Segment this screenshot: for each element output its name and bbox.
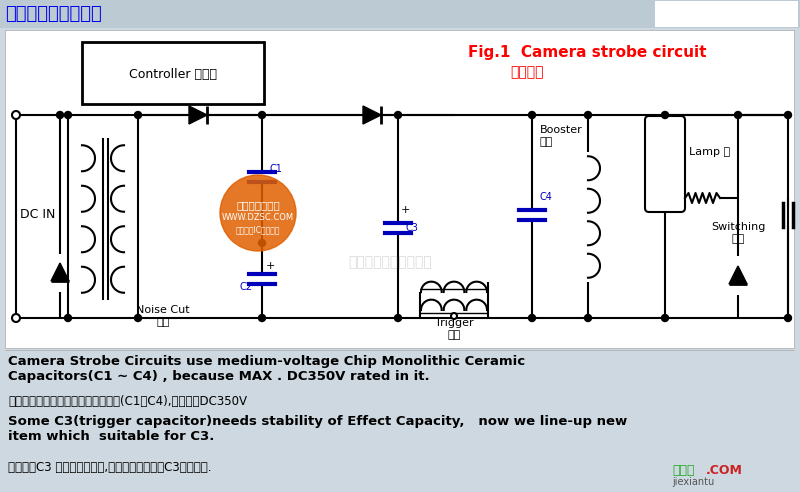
Text: C1: C1: [269, 164, 282, 174]
Text: C3: C3: [405, 223, 418, 233]
Text: C2: C2: [240, 282, 253, 292]
Text: 在闪光电路中使用中压陶瓷贴片电容(C1～C4),电压要求DC350V: 在闪光电路中使用中压陶瓷贴片电容(C1～C4),电压要求DC350V: [8, 395, 247, 408]
Bar: [82, 42, 264, 104]
Text: Noise Cut
降噪: Noise Cut 降噪: [136, 305, 190, 327]
Polygon shape: [729, 266, 747, 284]
Circle shape: [662, 112, 669, 119]
Circle shape: [785, 112, 791, 119]
Circle shape: [12, 314, 20, 322]
Text: +: +: [266, 261, 275, 271]
Circle shape: [65, 314, 71, 321]
Text: jiexiantu: jiexiantu: [672, 477, 714, 487]
Text: C4: C4: [539, 192, 552, 202]
Text: +: +: [401, 205, 410, 215]
Circle shape: [12, 111, 20, 119]
Text: Switching
开关: Switching 开关: [711, 222, 765, 244]
Text: Trigger
触发: Trigger 触发: [434, 318, 474, 339]
Circle shape: [258, 240, 266, 246]
Text: Lamp 灯: Lamp 灯: [689, 147, 730, 157]
Bar: [5, 30, 794, 348]
Bar: [655, 1, 798, 27]
Text: 维库电子市场网: 维库电子市场网: [236, 200, 280, 210]
Circle shape: [394, 314, 402, 321]
Circle shape: [529, 112, 535, 119]
Text: Booster
缓冲: Booster 缓冲: [540, 125, 582, 147]
Circle shape: [451, 313, 457, 319]
Text: 杭州荥容科技有限公司: 杭州荥容科技有限公司: [348, 255, 432, 269]
Circle shape: [220, 175, 296, 251]
Circle shape: [662, 314, 669, 321]
Circle shape: [258, 314, 266, 321]
Text: WWW.DZSC.COM: WWW.DZSC.COM: [222, 214, 294, 222]
Text: 闪光灯的陶瓷电容器: 闪光灯的陶瓷电容器: [5, 5, 102, 23]
Circle shape: [734, 112, 742, 119]
Bar: [0, 0, 800, 28]
Text: Camera Strobe Circuits use medium-voltage Chip Monolithic Ceramic
Capacitors(C1 : Camera Strobe Circuits use medium-voltag…: [8, 355, 525, 383]
Text: DC IN: DC IN: [20, 209, 55, 221]
FancyBboxPatch shape: [645, 116, 685, 212]
Circle shape: [57, 112, 63, 119]
Text: Fig.1  Camera strobe circuit: Fig.1 Camera strobe circuit: [468, 44, 706, 60]
Text: .COM: .COM: [706, 463, 743, 476]
Text: 全球最大IC采购网站: 全球最大IC采购网站: [236, 225, 280, 235]
Text: Some C3(trigger capacitor)needs stability of Effect Capacity,   now we line-up n: Some C3(trigger capacitor)needs stabilit…: [8, 415, 627, 443]
Circle shape: [258, 112, 266, 119]
Circle shape: [65, 112, 71, 119]
Polygon shape: [51, 263, 69, 281]
Text: 闪光电路: 闪光电路: [510, 65, 543, 79]
Circle shape: [134, 314, 142, 321]
Text: Controller 控制器: Controller 控制器: [129, 67, 217, 81]
Text: 触发电容C3 需要稳定的容量,我们开发了适应于C3的新产品.: 触发电容C3 需要稳定的容量,我们开发了适应于C3的新产品.: [8, 461, 211, 474]
Circle shape: [785, 314, 791, 321]
Polygon shape: [363, 106, 381, 124]
Polygon shape: [189, 106, 207, 124]
Circle shape: [585, 112, 591, 119]
Circle shape: [394, 112, 402, 119]
Circle shape: [529, 314, 535, 321]
Text: 接线图: 接线图: [672, 463, 694, 476]
Circle shape: [585, 314, 591, 321]
Circle shape: [134, 112, 142, 119]
